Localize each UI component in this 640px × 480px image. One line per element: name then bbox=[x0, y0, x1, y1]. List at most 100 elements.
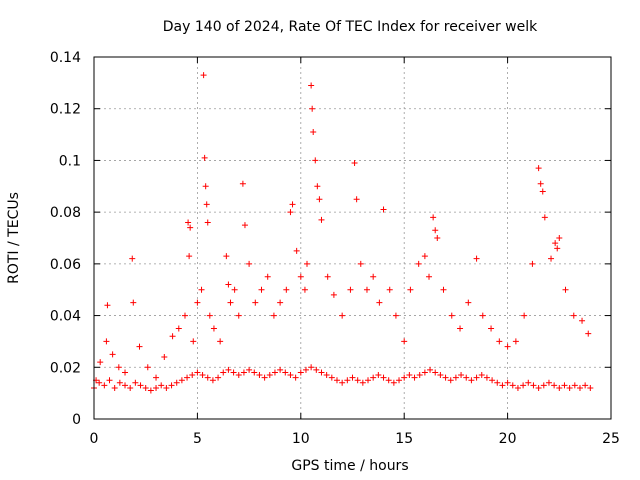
data-point bbox=[535, 165, 542, 172]
data-point bbox=[314, 183, 321, 190]
data-point bbox=[201, 154, 208, 161]
data-point bbox=[308, 364, 315, 371]
y-tick-label: 0.12 bbox=[50, 102, 81, 118]
data-point bbox=[270, 312, 277, 319]
data-point bbox=[246, 260, 253, 267]
data-point bbox=[370, 374, 377, 381]
x-axis-label: GPS time / hours bbox=[291, 458, 408, 474]
data-point bbox=[509, 382, 516, 389]
data-point bbox=[330, 291, 337, 298]
data-point bbox=[184, 374, 191, 381]
data-point bbox=[220, 369, 227, 376]
data-point bbox=[385, 377, 392, 384]
data-point bbox=[375, 372, 382, 379]
data-point bbox=[215, 374, 222, 381]
data-point bbox=[127, 384, 134, 391]
data-point bbox=[103, 338, 110, 345]
data-point bbox=[504, 343, 511, 350]
data-point bbox=[264, 273, 271, 280]
data-point bbox=[301, 286, 308, 293]
data-point bbox=[261, 374, 268, 381]
x-tick-label: 5 bbox=[193, 431, 202, 447]
data-point bbox=[357, 260, 364, 267]
data-point bbox=[101, 382, 108, 389]
data-point bbox=[452, 374, 459, 381]
data-point bbox=[344, 377, 351, 384]
data-point bbox=[390, 379, 397, 386]
data-point bbox=[473, 255, 480, 262]
data-point bbox=[316, 196, 323, 203]
data-point bbox=[142, 384, 149, 391]
data-point bbox=[465, 299, 472, 306]
data-point bbox=[473, 374, 480, 381]
data-point bbox=[153, 374, 160, 381]
y-tick-label: 0.08 bbox=[50, 205, 81, 221]
data-point bbox=[562, 286, 569, 293]
data-point bbox=[535, 384, 542, 391]
data-point bbox=[468, 377, 475, 384]
data-point bbox=[494, 379, 501, 386]
data-point bbox=[137, 382, 144, 389]
data-point bbox=[231, 286, 238, 293]
data-point bbox=[432, 369, 439, 376]
data-point bbox=[499, 382, 506, 389]
data-point bbox=[571, 382, 578, 389]
data-point bbox=[282, 369, 289, 376]
data-point bbox=[386, 286, 393, 293]
data-point bbox=[304, 260, 311, 267]
data-point bbox=[181, 312, 188, 319]
data-point bbox=[370, 273, 377, 280]
y-tick-label: 0.14 bbox=[50, 50, 81, 66]
data-point bbox=[328, 374, 335, 381]
data-point bbox=[178, 377, 185, 384]
data-points bbox=[91, 72, 594, 394]
x-tick-label: 15 bbox=[395, 431, 413, 447]
data-point bbox=[323, 372, 330, 379]
data-point bbox=[566, 384, 573, 391]
data-point bbox=[297, 273, 304, 280]
data-point bbox=[293, 247, 300, 254]
data-point bbox=[333, 377, 340, 384]
data-point bbox=[349, 374, 356, 381]
data-point bbox=[194, 299, 201, 306]
data-point bbox=[225, 366, 232, 373]
data-point bbox=[144, 364, 151, 371]
data-point bbox=[210, 325, 217, 332]
data-point bbox=[411, 374, 418, 381]
data-point bbox=[339, 379, 346, 386]
data-point bbox=[132, 379, 139, 386]
data-point bbox=[256, 372, 263, 379]
data-point bbox=[434, 235, 441, 241]
data-point bbox=[318, 216, 325, 223]
data-point bbox=[308, 82, 315, 89]
data-point bbox=[483, 374, 490, 381]
data-point bbox=[204, 219, 211, 226]
data-point bbox=[421, 253, 428, 260]
data-point bbox=[570, 312, 577, 319]
data-point bbox=[324, 273, 331, 280]
data-point bbox=[198, 286, 205, 293]
x-tick-label: 25 bbox=[602, 431, 620, 447]
data-point bbox=[353, 196, 360, 203]
data-point bbox=[235, 312, 242, 319]
data-point bbox=[122, 382, 129, 389]
data-point bbox=[104, 302, 111, 309]
data-point bbox=[440, 286, 447, 293]
data-point bbox=[556, 235, 563, 241]
axis-ticks: 0 5 10 15 20 25 0 0.02 0.04 0.06 0.08 0.1 0.12 0.14 bbox=[50, 50, 620, 447]
data-point bbox=[520, 382, 527, 389]
data-point bbox=[186, 253, 193, 260]
data-point bbox=[541, 214, 548, 221]
data-point bbox=[106, 377, 113, 384]
data-point bbox=[514, 384, 521, 391]
data-point bbox=[313, 366, 320, 373]
data-point bbox=[310, 128, 317, 135]
data-point bbox=[415, 260, 422, 267]
data-point bbox=[185, 219, 192, 226]
data-point bbox=[407, 286, 414, 293]
data-point bbox=[122, 369, 129, 376]
data-point bbox=[579, 317, 586, 324]
data-point bbox=[266, 372, 273, 379]
data-point bbox=[292, 374, 299, 381]
